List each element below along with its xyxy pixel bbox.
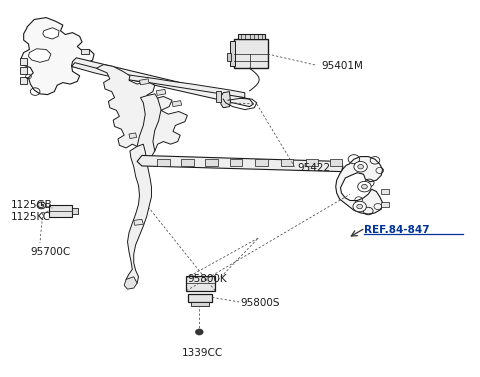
Polygon shape <box>381 189 389 194</box>
Polygon shape <box>230 41 235 66</box>
Polygon shape <box>20 77 27 84</box>
Polygon shape <box>238 35 265 39</box>
Polygon shape <box>137 94 161 158</box>
Circle shape <box>358 164 363 169</box>
Polygon shape <box>221 92 230 108</box>
Polygon shape <box>72 208 78 214</box>
Circle shape <box>353 201 366 212</box>
Polygon shape <box>157 159 169 166</box>
Polygon shape <box>191 302 209 306</box>
Polygon shape <box>216 91 221 102</box>
Polygon shape <box>281 159 293 166</box>
Polygon shape <box>172 101 181 107</box>
Circle shape <box>37 202 46 209</box>
Polygon shape <box>181 159 193 166</box>
Circle shape <box>357 204 362 209</box>
Polygon shape <box>72 63 245 98</box>
Polygon shape <box>156 89 166 95</box>
Text: REF.84-847: REF.84-847 <box>364 225 430 235</box>
Polygon shape <box>20 67 27 74</box>
Polygon shape <box>124 277 137 289</box>
Polygon shape <box>188 294 212 302</box>
Polygon shape <box>43 28 59 39</box>
Polygon shape <box>81 49 89 54</box>
Polygon shape <box>145 144 154 150</box>
Text: 95700C: 95700C <box>30 247 71 257</box>
Polygon shape <box>48 205 72 217</box>
Polygon shape <box>72 58 253 107</box>
Circle shape <box>354 161 367 172</box>
Polygon shape <box>234 39 268 68</box>
Polygon shape <box>137 155 343 172</box>
Polygon shape <box>134 219 144 225</box>
Polygon shape <box>381 202 389 207</box>
Polygon shape <box>186 276 215 291</box>
Circle shape <box>358 181 371 192</box>
Polygon shape <box>255 159 268 166</box>
Polygon shape <box>329 159 342 166</box>
Polygon shape <box>75 60 82 65</box>
Polygon shape <box>230 159 242 166</box>
Polygon shape <box>21 18 94 95</box>
Polygon shape <box>140 79 149 85</box>
Text: 1125KC: 1125KC <box>11 211 51 222</box>
Circle shape <box>361 184 367 189</box>
Circle shape <box>195 329 203 335</box>
Polygon shape <box>227 52 231 61</box>
Text: 95800K: 95800K <box>187 274 227 284</box>
Polygon shape <box>205 159 217 166</box>
Text: 95401M: 95401M <box>322 61 363 71</box>
Text: 95422: 95422 <box>298 163 331 173</box>
Polygon shape <box>20 58 27 64</box>
Text: 1125GB: 1125GB <box>11 201 53 210</box>
Polygon shape <box>126 144 152 286</box>
Polygon shape <box>28 49 51 62</box>
Text: 95800S: 95800S <box>240 298 279 308</box>
Polygon shape <box>336 156 383 214</box>
Text: 1339CC: 1339CC <box>181 348 223 358</box>
Polygon shape <box>96 64 187 154</box>
Polygon shape <box>306 159 318 166</box>
Polygon shape <box>129 133 137 138</box>
